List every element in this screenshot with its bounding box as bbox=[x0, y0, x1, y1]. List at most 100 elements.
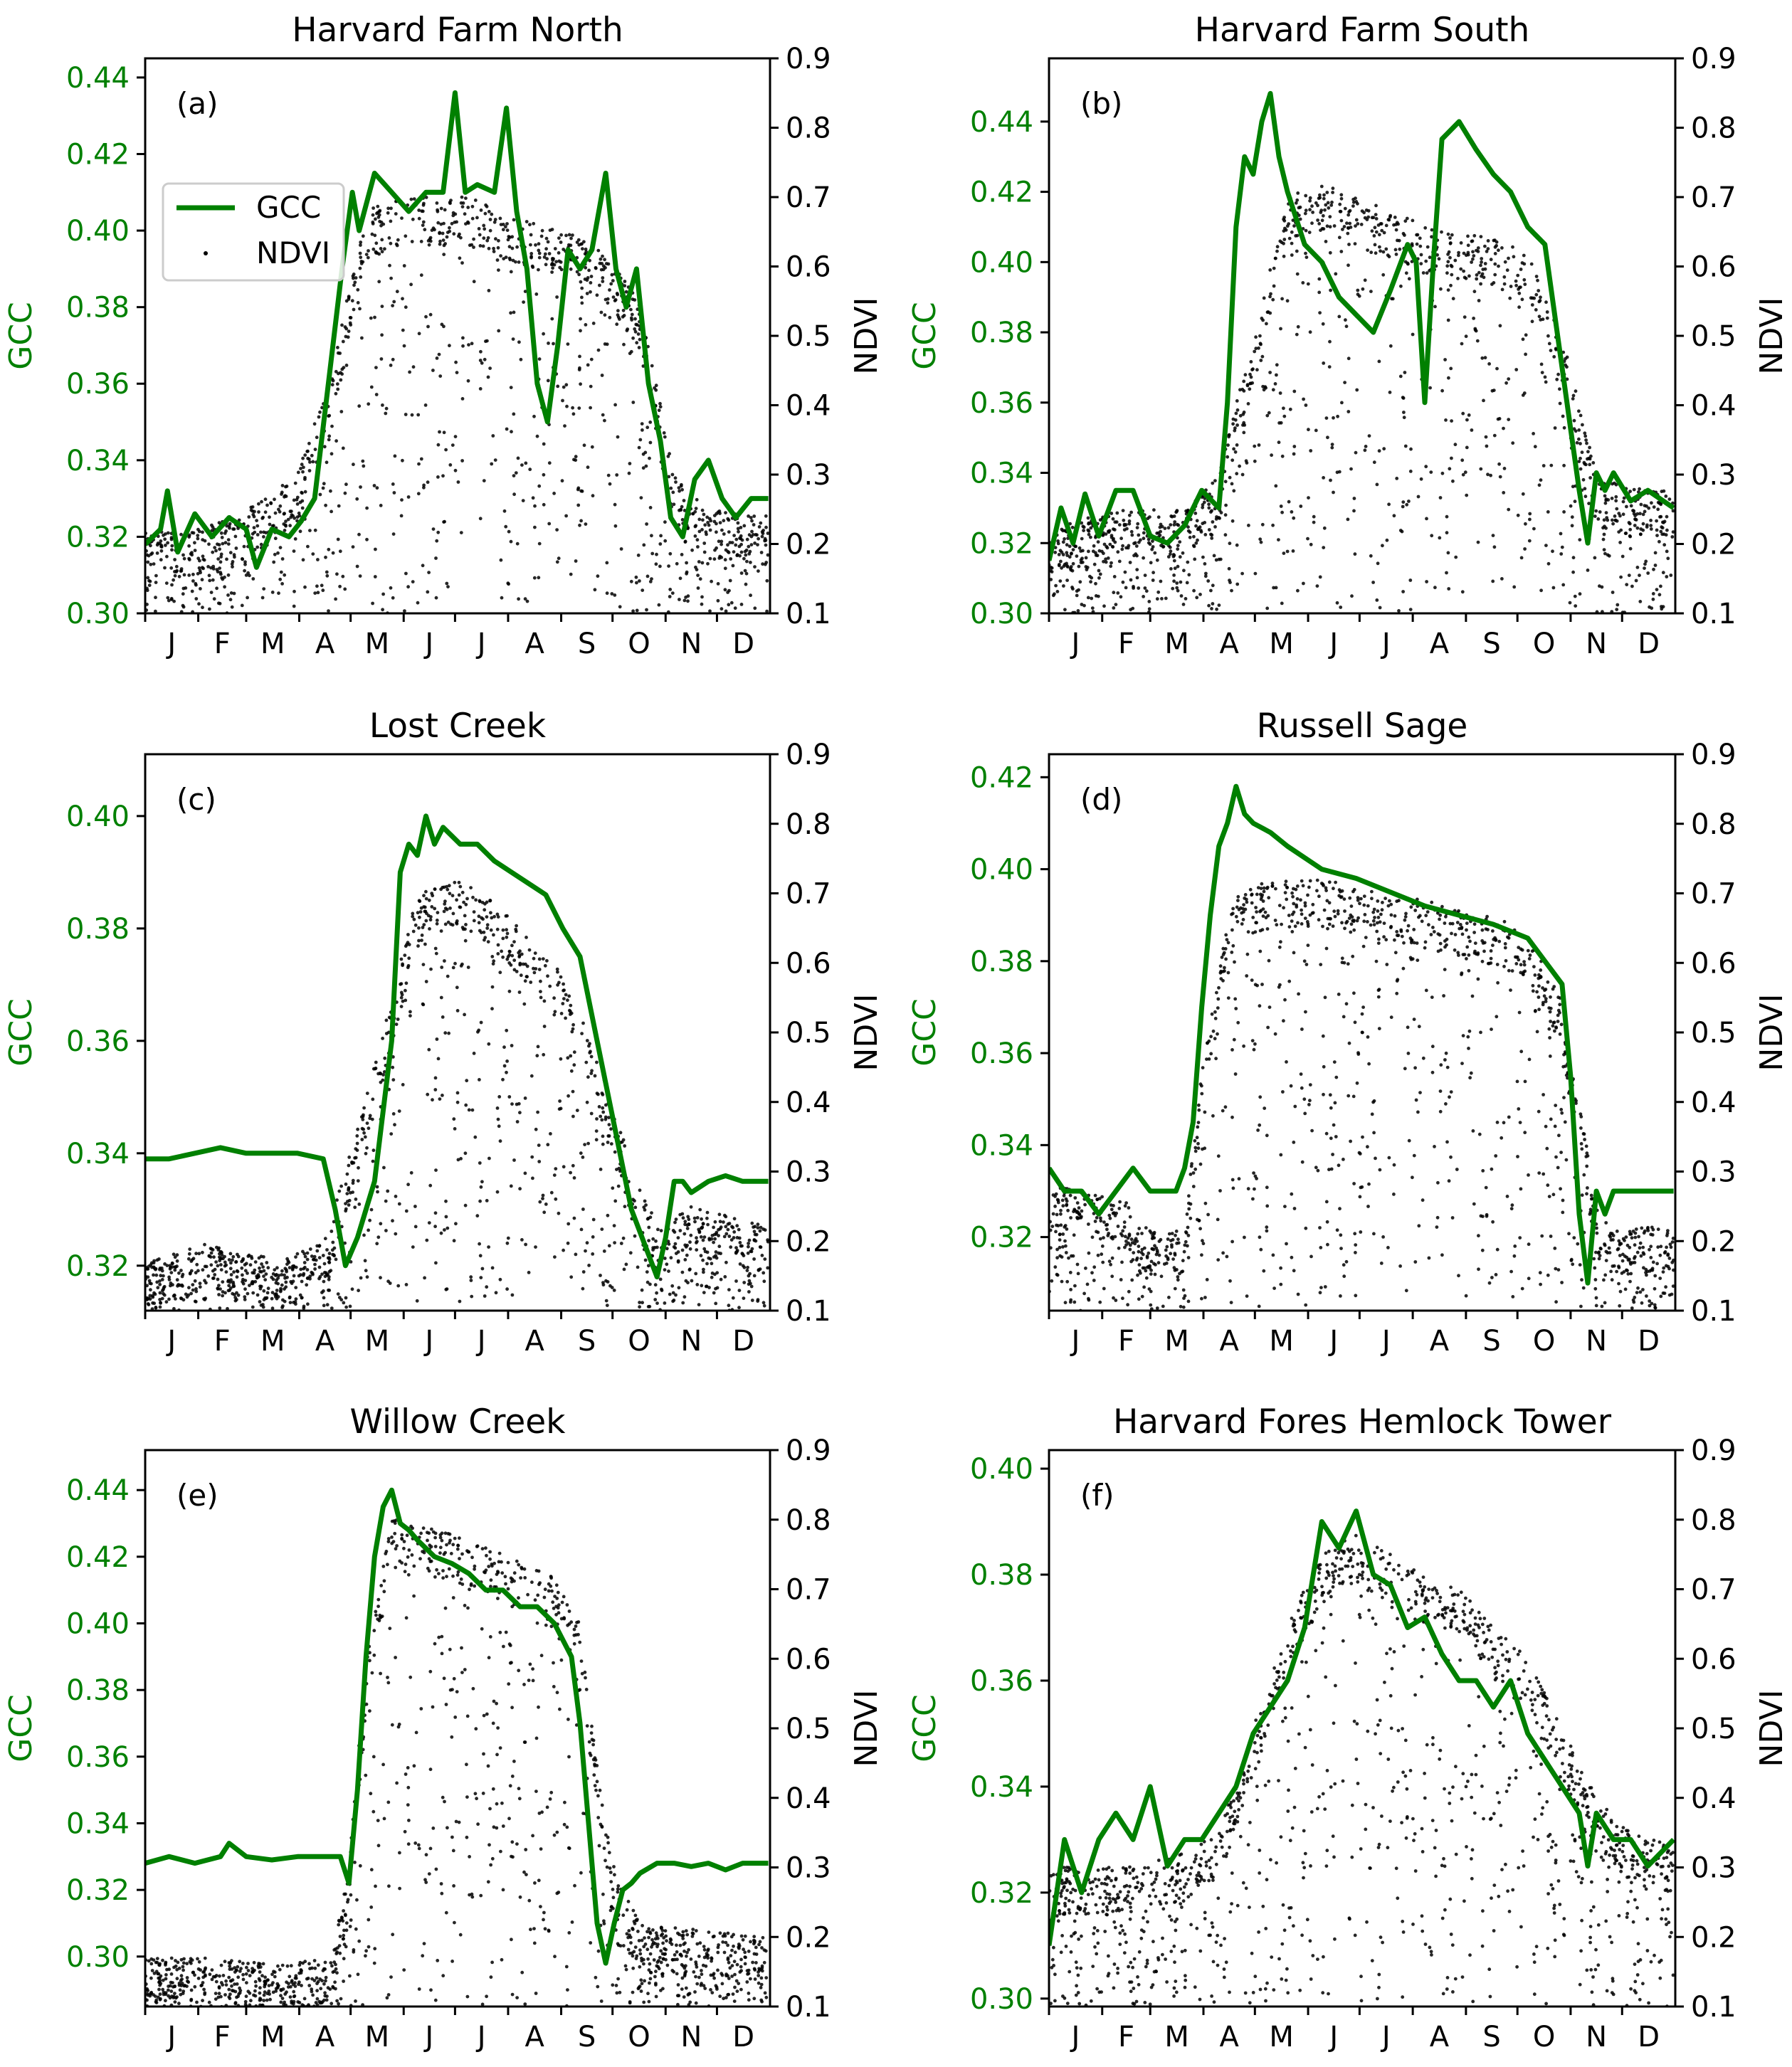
ndvi-point bbox=[1440, 388, 1444, 393]
ndvi-point bbox=[1609, 1269, 1613, 1274]
ndvi-point bbox=[1319, 963, 1323, 966]
ndvi-point bbox=[1388, 391, 1392, 394]
ndvi-point bbox=[181, 1272, 185, 1276]
ndvi-point bbox=[1155, 558, 1159, 562]
ndvi-point bbox=[1332, 416, 1335, 420]
ndvi-point bbox=[253, 1268, 257, 1272]
ndvi-point bbox=[595, 1091, 599, 1095]
ndvi-point bbox=[428, 312, 433, 317]
month-label: J bbox=[423, 628, 433, 660]
ndvi-point bbox=[391, 482, 395, 486]
ndvi-point bbox=[747, 1242, 750, 1245]
ndvi-point bbox=[1075, 593, 1079, 598]
ndvi-point bbox=[221, 541, 225, 546]
ndvi-point bbox=[329, 1269, 333, 1273]
ndvi-point bbox=[212, 1255, 216, 1259]
ndvi-point bbox=[444, 1287, 448, 1291]
ndvi-point bbox=[497, 329, 501, 333]
ndvi-point bbox=[1476, 977, 1480, 981]
ndvi-point bbox=[581, 1156, 585, 1159]
ndvi-point bbox=[1366, 248, 1369, 252]
ndvi-point bbox=[344, 1305, 348, 1309]
ndvi-point bbox=[434, 1261, 438, 1265]
ndvi-point bbox=[322, 1279, 326, 1284]
ndvi-point bbox=[1585, 1192, 1588, 1196]
ndvi-point bbox=[1546, 1273, 1550, 1277]
ndvi-point bbox=[344, 1296, 348, 1300]
ndvi-point bbox=[684, 1279, 688, 1283]
ndvi-point bbox=[1156, 515, 1161, 519]
ndvi-point bbox=[1350, 594, 1354, 598]
ndvi-point bbox=[479, 208, 483, 212]
ndvi-point bbox=[1586, 569, 1590, 572]
ndvi-point bbox=[1317, 290, 1322, 295]
ndvi-point bbox=[601, 1110, 606, 1114]
ndvi-point bbox=[347, 329, 351, 333]
ndvi-point bbox=[1480, 272, 1485, 276]
ndvi-point bbox=[1450, 265, 1454, 268]
ndvi-point bbox=[1295, 272, 1300, 276]
ndvi-point bbox=[212, 597, 216, 601]
ndvi-point bbox=[170, 548, 174, 552]
ndvi-point bbox=[369, 1207, 374, 1212]
ndvi-point bbox=[685, 571, 688, 576]
ndvi-point bbox=[367, 402, 371, 406]
ndvi-point bbox=[396, 1017, 400, 1021]
ndvi-point bbox=[1500, 246, 1504, 250]
ndvi-point bbox=[149, 562, 153, 566]
ndvi-point bbox=[1646, 571, 1650, 575]
ndvi-point bbox=[292, 589, 296, 593]
ndvi-point bbox=[175, 1259, 179, 1263]
ndvi-point bbox=[228, 598, 233, 602]
ndvi-point bbox=[1516, 273, 1520, 277]
ndvi-point bbox=[399, 957, 404, 961]
ndvi-point bbox=[1556, 1013, 1560, 1017]
ndvi-point bbox=[1191, 544, 1196, 548]
ndvi-point bbox=[1308, 196, 1312, 200]
ndvi-point bbox=[445, 581, 449, 586]
ndvi-point bbox=[379, 1276, 382, 1280]
ndvi-point bbox=[1665, 575, 1669, 578]
ndvi-point bbox=[384, 406, 389, 411]
ndvi-point bbox=[593, 1074, 597, 1078]
ndvi-point bbox=[1244, 459, 1248, 463]
ndvi-tick-label: 0.1 bbox=[786, 598, 831, 630]
ndvi-point bbox=[347, 1188, 350, 1192]
ndvi-point bbox=[742, 1281, 747, 1284]
ndvi-point bbox=[541, 1197, 544, 1200]
ndvi-point bbox=[404, 413, 408, 416]
ndvi-point bbox=[1194, 524, 1198, 528]
ndvi-point bbox=[1352, 497, 1356, 500]
ndvi-point bbox=[1393, 216, 1397, 219]
ndvi-point bbox=[650, 551, 655, 556]
ndvi-point bbox=[318, 492, 322, 497]
ndvi-point bbox=[1083, 1202, 1087, 1207]
ndvi-point bbox=[562, 997, 566, 1000]
ndvi-point bbox=[1465, 945, 1470, 949]
ndvi-point bbox=[1472, 254, 1476, 258]
ndvi-point bbox=[544, 263, 548, 267]
ndvi-point bbox=[1507, 1115, 1511, 1119]
ndvi-point bbox=[1279, 504, 1283, 508]
ndvi-point bbox=[458, 1299, 462, 1304]
ndvi-point bbox=[1248, 387, 1252, 391]
ndvi-point bbox=[363, 1135, 367, 1139]
ndvi-point bbox=[529, 233, 533, 237]
ndvi-point bbox=[1157, 1239, 1161, 1243]
ndvi-point bbox=[1330, 443, 1334, 446]
ndvi-point bbox=[1401, 396, 1405, 399]
ndvi-point bbox=[500, 949, 503, 953]
ndvi-point bbox=[401, 962, 404, 966]
ndvi-point bbox=[645, 574, 650, 578]
ndvi-point bbox=[663, 1268, 667, 1272]
ndvi-point bbox=[1089, 535, 1092, 539]
ndvi-point bbox=[759, 521, 763, 525]
ndvi-point bbox=[1265, 606, 1270, 610]
ndvi-point bbox=[453, 1127, 457, 1131]
ndvi-point bbox=[258, 1266, 261, 1270]
ndvi-point bbox=[1537, 289, 1541, 292]
ndvi-point bbox=[1172, 559, 1176, 563]
ndvi-point bbox=[421, 209, 425, 213]
ndvi-point bbox=[1637, 1235, 1641, 1239]
ndvi-point bbox=[223, 532, 227, 535]
